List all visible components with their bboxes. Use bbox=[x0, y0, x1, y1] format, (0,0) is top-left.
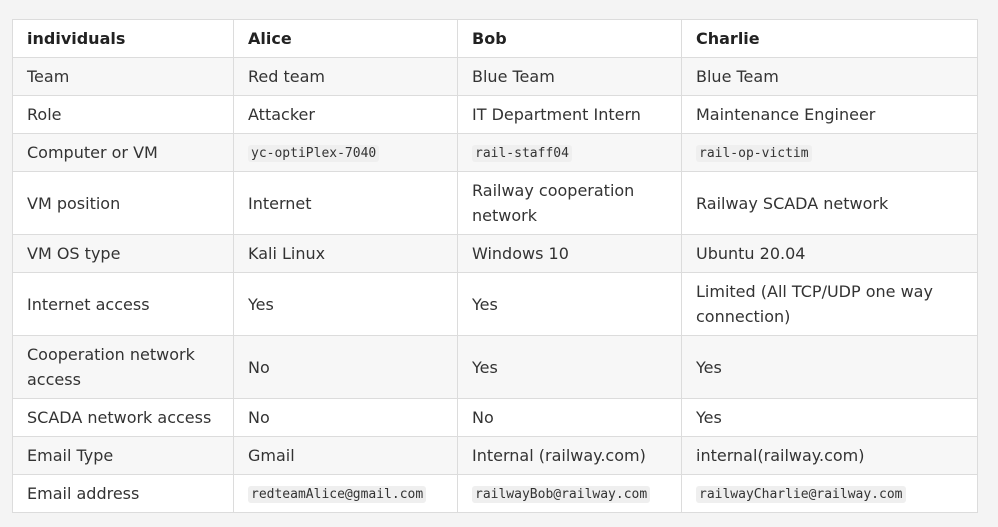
individuals-table: individuals Alice Bob Charlie Team Red t… bbox=[12, 19, 978, 513]
cell-alice: Gmail bbox=[233, 436, 458, 475]
cell-charlie: Maintenance Engineer bbox=[681, 95, 978, 134]
email-code: redteamAlice@gmail.com bbox=[248, 486, 427, 503]
row-label: Email Type bbox=[12, 436, 234, 475]
cell-charlie: Blue Team bbox=[681, 57, 978, 96]
cell-bob: Internal (railway.com) bbox=[457, 436, 682, 475]
cell-bob: Yes bbox=[457, 335, 682, 399]
cell-bob: Blue Team bbox=[457, 57, 682, 96]
cell-bob: rail-staff04 bbox=[457, 133, 682, 172]
header-charlie: Charlie bbox=[681, 19, 978, 58]
cell-charlie: Yes bbox=[681, 335, 978, 399]
header-row: individuals Alice Bob Charlie bbox=[12, 19, 978, 58]
cell-alice: Yes bbox=[233, 272, 458, 336]
cell-charlie: Ubuntu 20.04 bbox=[681, 234, 978, 273]
cell-alice: Internet bbox=[233, 171, 458, 235]
row-label: Internet access bbox=[12, 272, 234, 336]
table-container: individuals Alice Bob Charlie Team Red t… bbox=[12, 19, 978, 513]
cell-alice: No bbox=[233, 398, 458, 437]
row-label: Team bbox=[12, 57, 234, 96]
header-bob: Bob bbox=[457, 19, 682, 58]
email-code: railwayBob@railway.com bbox=[472, 486, 651, 503]
table-row: SCADA network access No No Yes bbox=[12, 398, 978, 437]
table-row: Team Red team Blue Team Blue Team bbox=[12, 57, 978, 96]
cell-bob: railwayBob@railway.com bbox=[457, 474, 682, 513]
table-row: Email Type Gmail Internal (railway.com) … bbox=[12, 436, 978, 475]
cell-alice: Red team bbox=[233, 57, 458, 96]
cell-bob: No bbox=[457, 398, 682, 437]
table-row: Role Attacker IT Department Intern Maint… bbox=[12, 95, 978, 134]
cell-alice: Kali Linux bbox=[233, 234, 458, 273]
table-row: VM OS type Kali Linux Windows 10 Ubuntu … bbox=[12, 234, 978, 273]
row-label: SCADA network access bbox=[12, 398, 234, 437]
cell-charlie: internal(railway.com) bbox=[681, 436, 978, 475]
cell-alice: redteamAlice@gmail.com bbox=[233, 474, 458, 513]
cell-charlie: railwayCharlie@railway.com bbox=[681, 474, 978, 513]
cell-bob: IT Department Intern bbox=[457, 95, 682, 134]
cell-charlie: Railway SCADA network bbox=[681, 171, 978, 235]
cell-alice: yc-optiPlex-7040 bbox=[233, 133, 458, 172]
cell-alice: Attacker bbox=[233, 95, 458, 134]
cell-bob: Railway cooperation network bbox=[457, 171, 682, 235]
table-row: Cooperation network access No Yes Yes bbox=[12, 335, 978, 399]
email-code: railwayCharlie@railway.com bbox=[696, 486, 906, 503]
table-row: VM position Internet Railway cooperation… bbox=[12, 171, 978, 235]
cell-charlie: rail-op-victim bbox=[681, 133, 978, 172]
hostname-code: rail-op-victim bbox=[696, 145, 812, 162]
cell-charlie: Limited (All TCP/UDP one way connection) bbox=[681, 272, 978, 336]
row-label: Email address bbox=[12, 474, 234, 513]
cell-alice: No bbox=[233, 335, 458, 399]
cell-bob: Windows 10 bbox=[457, 234, 682, 273]
cell-bob: Yes bbox=[457, 272, 682, 336]
row-label: Role bbox=[12, 95, 234, 134]
hostname-code: rail-staff04 bbox=[472, 145, 572, 162]
hostname-code: yc-optiPlex-7040 bbox=[248, 145, 380, 162]
header-individuals: individuals bbox=[12, 19, 234, 58]
cell-charlie: Yes bbox=[681, 398, 978, 437]
row-label: Cooperation network access bbox=[12, 335, 234, 399]
row-label: VM position bbox=[12, 171, 234, 235]
table-row: Computer or VM yc-optiPlex-7040 rail-sta… bbox=[12, 133, 978, 172]
row-label: Computer or VM bbox=[12, 133, 234, 172]
row-label: VM OS type bbox=[12, 234, 234, 273]
header-alice: Alice bbox=[233, 19, 458, 58]
table-row: Email address redteamAlice@gmail.com rai… bbox=[12, 474, 978, 513]
table-row: Internet access Yes Yes Limited (All TCP… bbox=[12, 272, 978, 336]
